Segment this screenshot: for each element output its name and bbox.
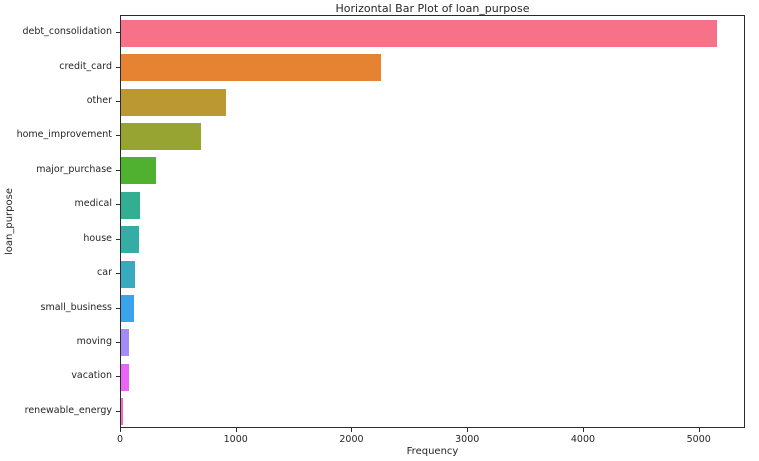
y-category-label: house — [83, 232, 112, 244]
y-tick-mark — [116, 204, 120, 206]
bar-car — [121, 260, 136, 288]
x-tick-mark — [235, 428, 237, 432]
y-tick-mark — [116, 410, 120, 412]
x-tick-mark — [120, 428, 121, 432]
bar-house — [121, 226, 139, 254]
bar-moving — [121, 329, 130, 357]
bar-vacation — [121, 363, 129, 391]
bar-other — [121, 88, 227, 116]
x-tick-label: 2000 — [339, 434, 364, 445]
x-tick-label: 3000 — [455, 434, 480, 445]
x-tick-label: 5000 — [686, 434, 711, 445]
x-tick-label: 0 — [116, 434, 124, 445]
x-axis-label: Frequency — [406, 446, 459, 457]
y-tick-mark — [116, 169, 120, 171]
x-tick-mark — [582, 428, 584, 432]
y-category-label: major_purchase — [36, 163, 112, 175]
bar-credit_card — [121, 54, 382, 82]
y-category-label: credit_card — [59, 60, 112, 72]
chart-title: Horizontal Bar Plot of loan_purpose — [335, 2, 530, 15]
bar-small_business — [121, 295, 135, 323]
y-tick-mark — [116, 101, 120, 103]
bar-debt_consolidation — [121, 19, 718, 47]
plot-area — [120, 15, 745, 428]
y-category-label: moving — [76, 335, 112, 347]
bar-medical — [121, 191, 140, 219]
x-tick-label: 4000 — [570, 434, 596, 445]
y-category-label: other — [86, 95, 112, 107]
y-tick-mark — [116, 273, 120, 275]
y-tick-mark — [116, 307, 120, 309]
y-category-label: car — [97, 267, 112, 279]
x-tick-mark — [351, 428, 353, 432]
y-tick-mark — [116, 66, 120, 68]
bar-renewable_energy — [121, 398, 123, 426]
x-tick-mark — [467, 428, 469, 432]
y-category-label: debt_consolidation — [22, 26, 112, 38]
y-category-label: small_business — [40, 301, 112, 313]
y-category-label: renewable_energy — [24, 404, 112, 416]
y-tick-mark — [116, 32, 120, 34]
y-category-label: medical — [74, 198, 112, 210]
y-category-label: vacation — [71, 370, 112, 382]
y-tick-mark — [116, 341, 120, 343]
x-tick-mark — [698, 428, 700, 432]
y-category-label: home_improvement — [16, 129, 112, 141]
bar-home_improvement — [121, 122, 201, 150]
x-tick-label: 1000 — [223, 434, 248, 445]
bar-major_purchase — [121, 157, 156, 185]
y-tick-mark — [116, 135, 120, 137]
y-tick-mark — [116, 376, 120, 378]
y-tick-mark — [116, 238, 120, 240]
